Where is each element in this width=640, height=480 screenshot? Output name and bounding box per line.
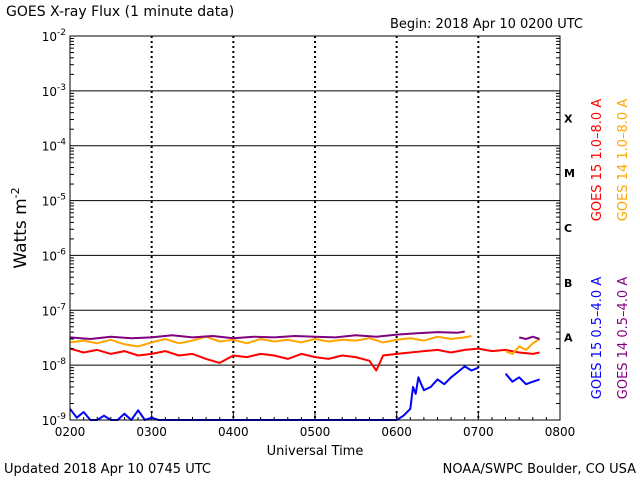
y-axis-label: Watts m-2: [9, 187, 31, 268]
svg-text:Watts m-2: Watts m-2: [9, 187, 31, 268]
legend-entry: GOES 15 1.0–8.0 A: [590, 99, 605, 222]
y-tick-base: 10: [42, 359, 57, 373]
y-tick-exponent: -4: [57, 138, 66, 148]
y-tick-base: 10: [42, 140, 57, 154]
y-tick-label: 10-5: [42, 193, 66, 209]
y-tick-exponent: -6: [57, 247, 66, 257]
y-tick-label: 10-9: [42, 412, 67, 428]
series-goes-14-0-5-4-0-a: [69, 330, 540, 340]
y-tick-label: 10-7: [42, 302, 66, 318]
y-axis-ticks: 10-910-810-710-610-510-410-310-2: [42, 28, 560, 428]
series-line: [69, 335, 472, 348]
flare-class-label: C: [564, 222, 572, 235]
flare-class-label: M: [564, 167, 575, 180]
x-axis-ticks: 0200 0300 0400 0500 0600 0700 0800: [55, 413, 576, 439]
y-tick-base: 10: [42, 195, 57, 209]
y-tick-label: 10-3: [42, 83, 66, 99]
begin-time: Begin: 2018 Apr 10 0200 UTC: [390, 17, 583, 32]
y-tick-exponent: -8: [57, 357, 66, 367]
chart-title: GOES X-ray Flux (1 minute data): [6, 4, 234, 20]
flux-series: [69, 330, 541, 421]
y-tick-exponent: -7: [57, 302, 66, 312]
y-tick-base: 10: [42, 30, 57, 44]
y-tick-exponent: -9: [57, 412, 66, 422]
flare-class-label: B: [564, 277, 572, 290]
updated-time: Updated 2018 Apr 10 0745 UTC: [4, 462, 211, 477]
x-axis-label: Universal Time: [267, 444, 364, 459]
flare-class-label: X: [564, 112, 573, 125]
y-tick-exponent: -3: [57, 83, 66, 93]
y-tick-label: 10-6: [42, 247, 67, 263]
legend-entry: GOES 14 0.5–4.0 A: [616, 277, 631, 400]
series-line: [504, 372, 540, 386]
series-line: [518, 335, 540, 340]
legend-entry: GOES 15 0.5–4.0 A: [590, 277, 605, 400]
x-tick-label: 0700: [463, 425, 494, 439]
y-tick-label: 10-8: [42, 357, 67, 373]
noaa-credit: NOAA/SWPC Boulder, CO USA: [443, 462, 636, 477]
y-tick-base: 10: [42, 414, 57, 428]
y-tick-label: 10-2: [42, 28, 66, 44]
plot-grid: [70, 36, 560, 420]
y-tick-exponent: -5: [57, 193, 66, 203]
x-tick-label: 0600: [381, 425, 412, 439]
x-tick-label: 0500: [300, 425, 331, 439]
y-axis-label-text: Watts m: [11, 198, 31, 268]
y-tick-exponent: -2: [57, 28, 66, 38]
series-line: [69, 365, 479, 421]
y-tick-label: 10-4: [42, 138, 67, 154]
x-tick-label: 0200: [55, 425, 86, 439]
series-line: [69, 347, 540, 372]
series-goes-14-1-0-8-0-a: [69, 335, 541, 355]
flare-class-label: A: [564, 332, 573, 345]
legend-entry: GOES 14 1.0–8.0 A: [616, 99, 631, 222]
y-tick-base: 10: [42, 304, 57, 318]
legend: GOES 15 1.0–8.0 A GOES 14 1.0–8.0 A GOES 1…: [590, 99, 631, 400]
series-line: [505, 338, 541, 355]
y-tick-base: 10: [42, 85, 57, 99]
y-axis-label-superscript: -2: [9, 187, 22, 198]
y-tick-base: 10: [42, 249, 57, 263]
series-goes-15-1-0-8-0-a: [69, 347, 540, 372]
series-line: [69, 330, 465, 340]
x-tick-label: 0300: [136, 425, 167, 439]
flare-class-labels: X M C B A: [564, 112, 575, 344]
series-goes-15-0-5-4-0-a: [69, 365, 540, 421]
x-tick-label: 0400: [218, 425, 249, 439]
x-tick-label: 0800: [545, 425, 576, 439]
